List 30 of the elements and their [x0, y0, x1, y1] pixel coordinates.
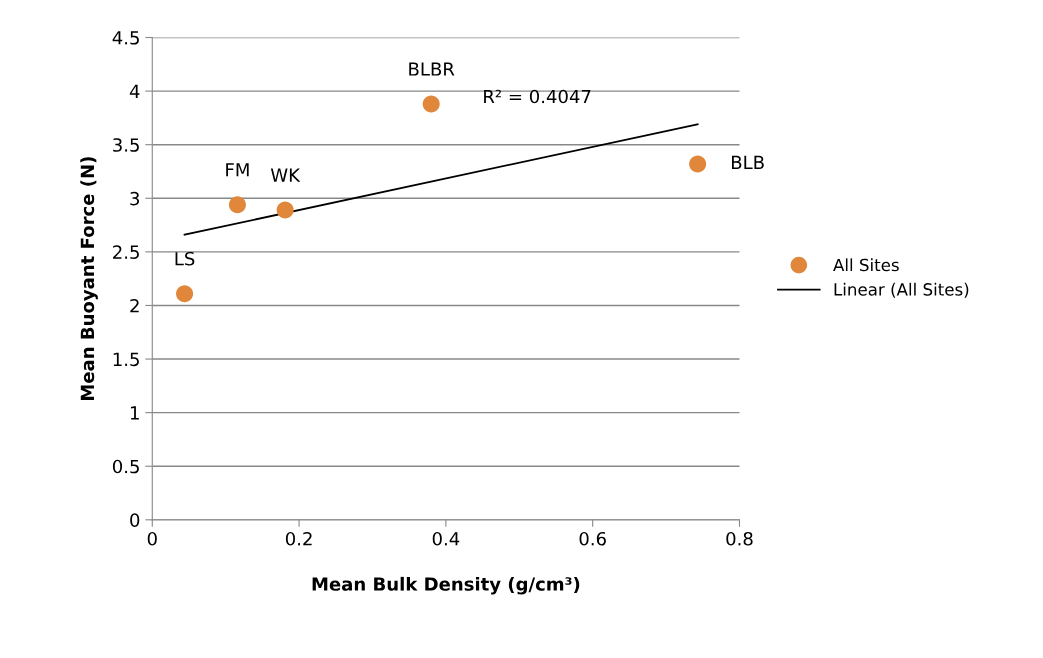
y-tick-label: 4.5: [112, 31, 139, 45]
y-tick-label: 1: [130, 406, 139, 420]
annotation: R² = 0.4047: [484, 89, 591, 104]
annotation: BLBR: [409, 62, 455, 76]
annotation: WK: [270, 168, 301, 182]
point: [422, 95, 440, 113]
y-tick-label: 1.5: [113, 352, 139, 367]
point: [276, 201, 294, 219]
annotation: BLB: [732, 155, 764, 169]
x-tick-label: 0.2: [285, 531, 312, 546]
y-tick-label: 4: [129, 84, 140, 98]
y-tick-label: 0.5: [112, 459, 139, 474]
point: [176, 285, 194, 303]
y-tick-label: 2.5: [113, 245, 139, 259]
x-axis-title: Mean Bulk Density (g/cm³): [312, 576, 580, 595]
y-tick-label: 3.5: [113, 138, 139, 152]
point: [689, 155, 707, 173]
annotation: LS: [175, 251, 195, 266]
legend-label: All Sites: [833, 258, 899, 272]
x-tick-label: 0: [147, 531, 157, 546]
point: [228, 196, 246, 214]
y-tick-label: 3: [130, 191, 140, 206]
x-tick-label: 0.6: [579, 531, 606, 546]
y-tick-label: 0: [130, 513, 140, 527]
x-tick-label: 0.8: [726, 531, 753, 546]
annotation: FM: [226, 163, 249, 177]
legend-label: Linear (All Sites): [834, 282, 969, 298]
y-tick-label: 2: [130, 298, 139, 313]
x-tick-label: 0.4: [432, 531, 460, 546]
y-axis-title: Mean Buoyant Force (N): [80, 157, 98, 401]
